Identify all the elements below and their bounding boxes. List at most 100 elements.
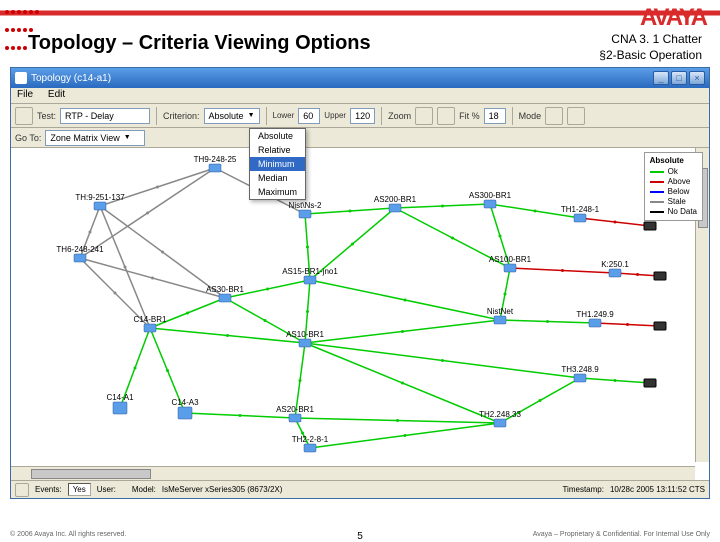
topology-node[interactable]: AS300-BR1 <box>469 191 512 208</box>
topology-node[interactable] <box>654 272 666 280</box>
header-dots <box>4 2 40 56</box>
topology-node[interactable] <box>654 322 666 330</box>
topology-node[interactable]: C14-A3 <box>171 398 199 419</box>
menubar: File Edit <box>11 88 709 104</box>
upper-label: Upper <box>324 111 346 120</box>
model-label: Model: <box>132 485 156 494</box>
subtitle-line2: §2-Basic Operation <box>599 48 702 64</box>
svg-text:TH:9-251-137: TH:9-251-137 <box>75 193 125 202</box>
dropdown-option[interactable]: Maximum <box>250 185 305 199</box>
chevron-down-icon: ▼ <box>248 112 255 119</box>
svg-text:TH1.249.9: TH1.249.9 <box>576 310 614 319</box>
criterion-dropdown[interactable]: Absolute ▼ <box>204 108 260 124</box>
fit-label: Fit % <box>459 111 480 121</box>
status-icon <box>15 483 29 497</box>
topology-canvas[interactable]: TH9-248-25 TH:9-251-137 Nist\Ns-2 AS200-BR1… <box>11 148 709 478</box>
topology-node[interactable]: Nist\Ns-2 <box>289 201 322 218</box>
window-titlebar[interactable]: Topology (c14-a1) _ □ × <box>11 68 709 88</box>
maximize-button[interactable]: □ <box>671 71 687 85</box>
goto-label: Go To: <box>15 133 41 143</box>
close-button[interactable]: × <box>689 71 705 85</box>
topology-node[interactable]: AS15-BR1-jno1 <box>282 267 338 284</box>
topology-node[interactable]: TH9-248-25 <box>194 155 237 172</box>
topology-node[interactable]: K:250.1 <box>601 260 629 277</box>
window-controls: _ □ × <box>653 71 705 85</box>
svg-text:TH2-2-8-1: TH2-2-8-1 <box>292 435 329 444</box>
svg-text:Nist\Ns-2: Nist\Ns-2 <box>289 201 322 210</box>
status-bar: Events: Yes User: Model: IsMeServer xSer… <box>11 480 709 498</box>
topology-node[interactable]: TH2-2-8-1 <box>292 435 329 452</box>
topology-window: Topology (c14-a1) _ □ × File Edit Test: … <box>10 67 710 499</box>
dropdown-option[interactable]: Median <box>250 171 305 185</box>
topology-node[interactable]: AS20-BR1 <box>276 405 314 422</box>
dropdown-option[interactable]: Minimum <box>250 157 305 171</box>
slide-title: Topology – Criteria Viewing Options <box>28 32 371 63</box>
fit-field[interactable]: 18 <box>484 108 506 124</box>
svg-text:AS30-BR1: AS30-BR1 <box>206 285 244 294</box>
upper-field[interactable]: 120 <box>350 108 375 124</box>
slide-subtitle: CNA 3. 1 Chatter §2-Basic Operation <box>599 32 702 63</box>
mode-label: Mode <box>519 111 542 121</box>
page-number: 5 <box>357 531 363 542</box>
svg-text:C14-BR1: C14-BR1 <box>134 315 167 324</box>
svg-text:C14-A3: C14-A3 <box>171 398 199 407</box>
timestamp-label: Timestamp: <box>562 485 604 494</box>
title-row: Topology – Criteria Viewing Options CNA … <box>0 26 720 65</box>
legend: AbsoluteOkAboveBelowStaleNo Data <box>644 152 703 221</box>
svg-text:K:250.1: K:250.1 <box>601 260 629 269</box>
header-strip: AVAYA <box>0 0 720 26</box>
lower-field[interactable]: 60 <box>298 108 320 124</box>
test-field[interactable]: RTP - Delay <box>60 108 150 124</box>
svg-text:AS200-BR1: AS200-BR1 <box>374 195 417 204</box>
svg-text:TH3.248.9: TH3.248.9 <box>561 365 599 374</box>
dropdown-option[interactable]: Relative <box>250 143 305 157</box>
chevron-down-icon: ▼ <box>124 134 131 141</box>
topology-node[interactable]: TH6-248-241 <box>56 245 104 262</box>
zoom-out-button[interactable] <box>437 107 455 125</box>
subtitle-line1: CNA 3. 1 Chatter <box>599 32 702 48</box>
svg-text:TH1-248-1: TH1-248-1 <box>561 205 600 214</box>
footer: © 2006 Avaya Inc. All rights reserved. 5… <box>0 531 720 538</box>
svg-text:AS15-BR1-jno1: AS15-BR1-jno1 <box>282 267 338 276</box>
criterion-label: Criterion: <box>163 111 200 121</box>
minimize-button[interactable]: _ <box>653 71 669 85</box>
criterion-value: Absolute <box>209 111 244 121</box>
topology-node[interactable] <box>644 379 656 387</box>
topology-svg: TH9-248-25 TH:9-251-137 Nist\Ns-2 AS200-BR1… <box>11 148 709 478</box>
menu-edit[interactable]: Edit <box>48 89 65 100</box>
legend-row: No Data <box>650 207 697 216</box>
svg-text:C14-A1: C14-A1 <box>106 393 134 402</box>
legend-row: Ok <box>650 167 697 176</box>
mode-button-1[interactable] <box>545 107 563 125</box>
topology-node[interactable]: C14-A1 <box>106 393 134 414</box>
test-label: Test: <box>37 111 56 121</box>
confidential-notice: Avaya – Proprietary & Confidential. For … <box>533 531 710 538</box>
goto-dropdown[interactable]: Zone Matrix View ▼ <box>45 130 145 146</box>
menu-file[interactable]: File <box>17 89 33 100</box>
svg-text:TH6-248-241: TH6-248-241 <box>56 245 104 254</box>
toolbar-button-1[interactable] <box>15 107 33 125</box>
topology-node[interactable]: AS30-BR1 <box>206 285 244 302</box>
dropdown-option[interactable]: Absolute <box>250 129 305 143</box>
goto-value: Zone Matrix View <box>50 133 119 143</box>
topology-node[interactable]: TH:9-251-137 <box>75 193 125 210</box>
legend-title: Absolute <box>650 156 697 165</box>
topology-node[interactable] <box>644 222 656 230</box>
user-label: User: <box>97 485 116 494</box>
model-value: IsMeServer xSeries305 (8673/2X) <box>162 485 283 494</box>
zoom-in-button[interactable] <box>415 107 433 125</box>
svg-text:AS300-BR1: AS300-BR1 <box>469 191 512 200</box>
secondary-toolbar: Go To: Zone Matrix View ▼ <box>11 128 709 148</box>
toolbar: Test: RTP - Delay Criterion: Absolute ▼ … <box>11 104 709 128</box>
svg-text:AS100-BR1: AS100-BR1 <box>489 255 532 264</box>
timestamp-value: 10/28c 2005 13:11:52 CTS <box>610 485 705 494</box>
copyright: © 2006 Avaya Inc. All rights reserved. <box>10 531 126 538</box>
mode-button-2[interactable] <box>567 107 585 125</box>
svg-text:NistNet: NistNet <box>487 307 514 316</box>
topology-node[interactable]: TH1.249.9 <box>576 310 614 327</box>
window-title: Topology (c14-a1) <box>31 73 111 84</box>
horizontal-scrollbar[interactable] <box>11 466 695 480</box>
events-label: Events: <box>35 485 62 494</box>
criterion-dropdown-menu: AbsoluteRelativeMinimumMedianMaximum <box>249 128 306 200</box>
zoom-label: Zoom <box>388 111 411 121</box>
